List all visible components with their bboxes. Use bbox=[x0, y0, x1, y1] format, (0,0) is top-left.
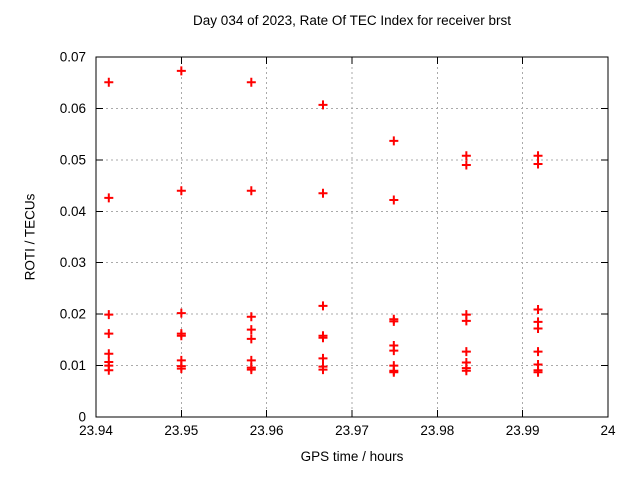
data-point-marker bbox=[318, 333, 328, 343]
data-point-marker bbox=[176, 364, 186, 374]
data-point-marker bbox=[461, 347, 471, 357]
data-point-marker bbox=[246, 334, 256, 344]
y-tick-label: 0.06 bbox=[60, 101, 86, 116]
data-point-marker bbox=[389, 136, 399, 146]
data-point-marker bbox=[389, 316, 399, 326]
data-point-marker bbox=[318, 353, 328, 363]
data-point-marker bbox=[246, 186, 256, 196]
x-axis-label: GPS time / hours bbox=[300, 449, 404, 464]
y-tick-label: 0.07 bbox=[60, 50, 86, 65]
y-tick-label: 0.04 bbox=[60, 204, 87, 219]
data-point-marker bbox=[176, 331, 186, 341]
data-point-marker bbox=[246, 77, 256, 87]
chart-title: Day 034 of 2023, Rate Of TEC Index for r… bbox=[193, 13, 511, 28]
data-point-marker bbox=[318, 100, 328, 110]
data-point-marker bbox=[104, 193, 114, 203]
data-point-marker bbox=[104, 349, 114, 359]
data-point-marker bbox=[461, 160, 471, 170]
data-point-marker bbox=[104, 365, 114, 375]
y-tick-label: 0.01 bbox=[60, 358, 86, 373]
data-point-marker bbox=[104, 77, 114, 87]
data-point-marker bbox=[533, 305, 543, 315]
x-tick-label: 23.97 bbox=[335, 423, 369, 438]
data-point-marker bbox=[176, 186, 186, 196]
data-point-marker bbox=[533, 159, 543, 169]
y-tick-label: 0.05 bbox=[60, 152, 86, 167]
data-point-marker bbox=[389, 367, 399, 377]
x-tick-label: 23.99 bbox=[506, 423, 540, 438]
data-point-marker bbox=[318, 365, 328, 375]
data-point-marker bbox=[176, 308, 186, 318]
data-point-marker bbox=[533, 367, 543, 377]
x-tick-label: 23.95 bbox=[164, 423, 198, 438]
data-point-marker bbox=[533, 347, 543, 357]
data-point-marker bbox=[104, 310, 114, 320]
x-tick-label: 24 bbox=[600, 423, 616, 438]
data-point-marker bbox=[246, 312, 256, 322]
data-point-marker bbox=[533, 151, 543, 161]
y-tick-label: 0.03 bbox=[60, 255, 86, 270]
data-point-marker bbox=[246, 365, 256, 375]
data-point-marker bbox=[176, 66, 186, 76]
y-tick-label: 0 bbox=[78, 410, 86, 425]
data-point-marker bbox=[389, 346, 399, 356]
data-point-marker bbox=[461, 316, 471, 326]
y-tick-label: 0.02 bbox=[60, 307, 86, 322]
x-tick-label: 23.94 bbox=[79, 423, 113, 438]
data-point-marker bbox=[533, 324, 543, 334]
data-point-marker bbox=[461, 151, 471, 161]
data-point-marker bbox=[461, 366, 471, 376]
data-point-marker bbox=[389, 195, 399, 205]
data-point-marker bbox=[104, 329, 114, 339]
x-tick-label: 23.98 bbox=[420, 423, 454, 438]
x-tick-label: 23.96 bbox=[250, 423, 284, 438]
data-point-marker bbox=[318, 301, 328, 311]
data-point-marker bbox=[318, 188, 328, 198]
data-point-marker bbox=[246, 325, 256, 335]
